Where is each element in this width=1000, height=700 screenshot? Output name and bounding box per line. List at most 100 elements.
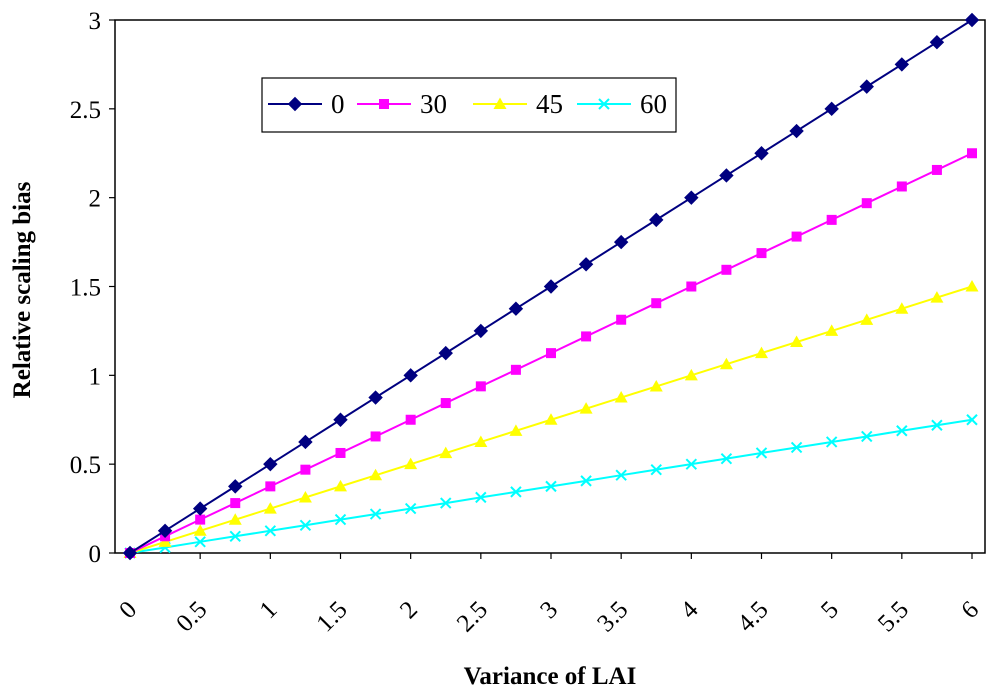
series-0 (122, 12, 980, 561)
x-axis-title: Variance of LAI (464, 663, 637, 690)
series-45-point (895, 302, 909, 314)
y-tick-label: 0.5 (70, 452, 101, 479)
series-60-point (194, 536, 206, 548)
series-60-point (510, 486, 522, 498)
series-60-point-stroke (615, 469, 627, 481)
series-60-point (545, 480, 557, 493)
series-0-point (824, 101, 839, 117)
series-60-point (475, 491, 487, 504)
x-axis-ticks: 0 0.5 1 1.5 2 2.5 3 3.5 4 4.5 5 5.5 6 (114, 553, 984, 637)
series-30-point (370, 431, 381, 442)
x-tick-label: 1 (255, 596, 283, 624)
series-0-point (228, 479, 243, 494)
series-60-point-stroke (369, 508, 382, 520)
series-30-point (861, 198, 872, 209)
x-tick-label: 2.5 (452, 596, 493, 637)
x-tick-label: 0 (114, 596, 142, 624)
series-60-point (404, 502, 417, 515)
series-60-point-stroke (650, 463, 662, 476)
series-30-point (756, 248, 767, 259)
series-0-point (578, 257, 594, 272)
series-45-point (860, 313, 874, 325)
series-60-point-stroke (264, 525, 277, 537)
series-60-point (264, 525, 277, 537)
series-0-point (929, 35, 945, 50)
y-tick-label: 0 (89, 541, 102, 568)
series-0-point (157, 523, 173, 538)
series-0-point (859, 79, 874, 94)
series-0-point (719, 168, 734, 183)
series-60-point (580, 475, 592, 487)
series-30-point (721, 264, 732, 275)
series-30-point (651, 298, 662, 309)
series-60-point-stroke (685, 458, 698, 470)
series-0-point (122, 545, 138, 561)
legend-0: 0 (268, 89, 345, 119)
series-60-point-stroke (545, 480, 557, 493)
series-30-point (826, 214, 837, 225)
series-0-point (964, 12, 980, 28)
series-60-point-stroke (720, 452, 733, 465)
series-0-point (192, 501, 208, 516)
legend-45-marker (493, 97, 507, 109)
series-45-point (825, 324, 839, 336)
series-60-point-stroke (966, 414, 978, 426)
series-0-point (298, 434, 313, 450)
series-60-point (440, 497, 452, 509)
series-45-point (930, 291, 944, 303)
series-45-point (614, 391, 628, 403)
series-45-point (509, 424, 523, 436)
series-0-point (894, 57, 910, 72)
series-60-point (615, 469, 627, 481)
y-axis-ticks: 0 0.5 1 1.5 2 2.5 3 (70, 8, 115, 568)
legend-30-marker (379, 99, 389, 109)
series-0-point (613, 234, 629, 250)
series-45-point (193, 524, 207, 536)
series-30-point (931, 164, 942, 175)
legend-45: 45 (473, 89, 563, 119)
series-60-point-stroke (931, 419, 943, 431)
series-60-point-stroke (580, 475, 592, 487)
x-tick-label: 4 (676, 596, 704, 624)
legend-0-marker (287, 96, 303, 112)
series-0-point (543, 279, 559, 294)
series-45-point (404, 457, 418, 470)
series-0-point (263, 456, 278, 472)
series-45-point (369, 468, 383, 481)
legend-30-label: 30 (420, 89, 447, 119)
legend-45-label: 45 (536, 89, 563, 119)
series-30-point (546, 348, 556, 359)
series-30-point (440, 398, 451, 409)
series-60-point (720, 452, 733, 465)
series-60-point-stroke (475, 491, 487, 504)
series-0-point (368, 390, 383, 405)
series-30-point (475, 381, 486, 392)
series-30-point (195, 514, 206, 525)
y-tick-label: 1 (89, 363, 102, 390)
series-30-point (405, 414, 416, 425)
y-tick-label: 2 (89, 186, 102, 213)
series-60-point (861, 430, 873, 443)
series-60-point-stroke (299, 519, 312, 531)
series-0-point (333, 412, 348, 427)
series-60-point-stroke (194, 536, 206, 548)
series-30-point (510, 364, 521, 375)
series-60-point-stroke (510, 486, 522, 498)
legend-60: 60 (577, 89, 667, 119)
series-30-point (616, 314, 627, 325)
series-30-point (300, 464, 311, 475)
legend-60-marker (598, 98, 610, 110)
x-tick-label: 3.5 (592, 596, 633, 637)
series-60-point (931, 419, 943, 431)
series-30-point (581, 331, 592, 342)
legend-60-marker-stroke (598, 98, 610, 110)
x-tick-label: 5.5 (873, 596, 914, 637)
series-60-point-stroke (440, 497, 452, 509)
series-30-point (230, 498, 241, 509)
x-tick-label: 3 (535, 596, 563, 624)
legend-30: 30 (357, 89, 447, 119)
y-tick-label: 2.5 (70, 97, 101, 124)
x-tick-label: 0.5 (171, 596, 212, 637)
series-60-point-stroke (896, 425, 908, 437)
